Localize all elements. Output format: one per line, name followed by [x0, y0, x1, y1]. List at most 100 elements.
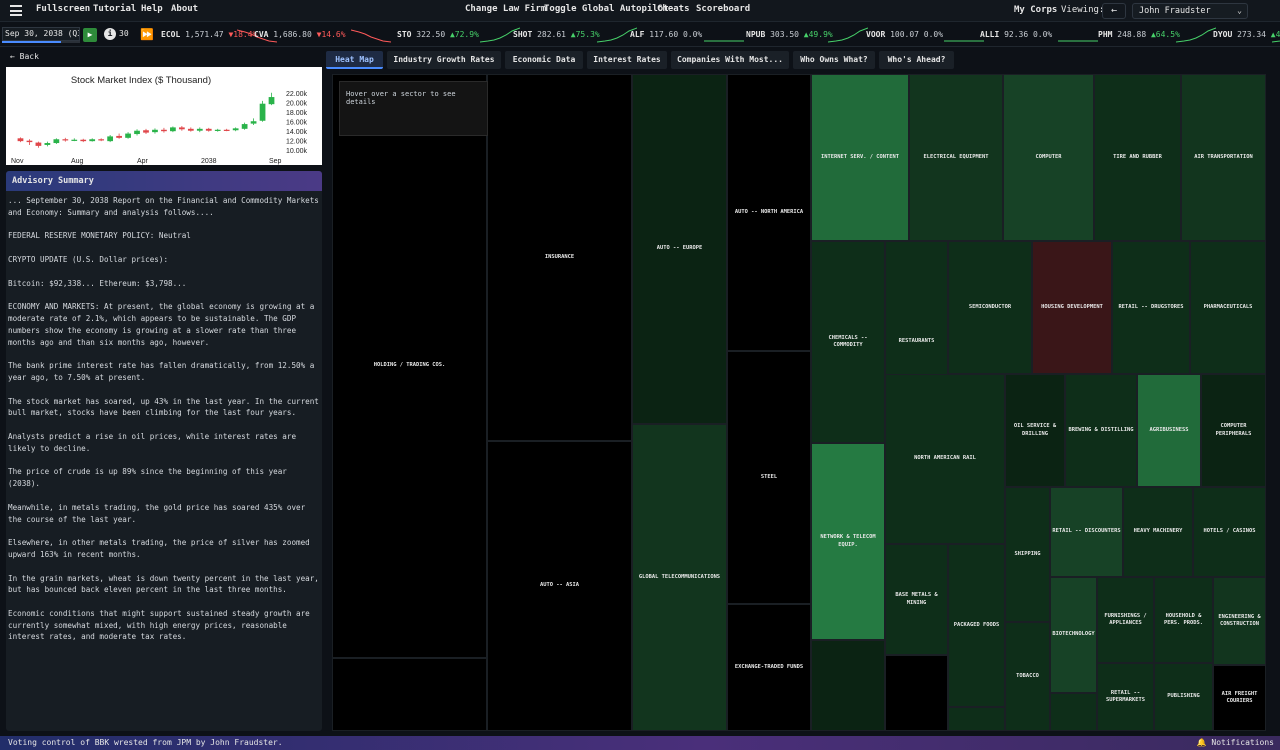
heatmap-sector[interactable]: TOBACCO: [1005, 622, 1050, 731]
ticker-change: ▲49.9%: [803, 30, 833, 39]
ticker-sparkline: [944, 40, 984, 42]
menu-about[interactable]: About: [171, 4, 199, 14]
heatmap-sector[interactable]: COMPUTER PERIPHERALS: [1201, 374, 1266, 487]
back-button[interactable]: ← Back: [10, 52, 39, 61]
my-corps-button[interactable]: My Corps: [1014, 5, 1058, 15]
menu-fullscreen[interactable]: Fullscreen: [36, 4, 91, 14]
heatmap-sector[interactable]: AUTO -- ASIA: [487, 441, 632, 731]
tab-who-owns-what[interactable]: Who Owns What?: [793, 51, 875, 69]
heatmap-sector[interactable]: NORTH AMERICAN RAIL: [885, 374, 1005, 544]
ticker-price: 303.50: [765, 30, 804, 39]
candle-body: [17, 138, 24, 142]
heatmap-sector[interactable]: SEMICONDUCTOR: [948, 241, 1032, 374]
heatmap-sector[interactable]: RETAIL -- DISCOUNTERS: [1050, 487, 1123, 577]
heatmap-sector[interactable]: [1050, 693, 1097, 731]
heatmap-sector[interactable]: HEAVY MACHINERY: [1123, 487, 1193, 577]
heatmap-sector[interactable]: CHEMICALS -- COMMODITY: [811, 241, 885, 443]
sector-label: OIL SERVICE & DRILLING: [1013, 423, 1057, 437]
menu-toggle-autopilot[interactable]: Toggle Global Autopilot: [544, 4, 669, 14]
heatmap-sector[interactable]: PACKAGED FOODS: [948, 544, 1005, 707]
candle-body: [161, 129, 167, 132]
sector-label: ELECTRICAL EQUIPMENT: [923, 153, 989, 160]
ticker-item[interactable]: SHOT 282.61 ▲75.3%: [513, 30, 600, 39]
heatmap-sector[interactable]: STEEL: [727, 351, 811, 604]
sector-label: HOUSEHOLD & PERS. PRODS.: [1164, 612, 1203, 627]
heatmap-sector[interactable]: [811, 640, 885, 731]
tab-industry-growth-rates[interactable]: Industry Growth Rates: [387, 51, 501, 69]
tab-interest-rates[interactable]: Interest Rates: [587, 51, 667, 69]
menu-help[interactable]: Help: [141, 4, 163, 14]
heatmap-sector[interactable]: FURNISHINGS / APPLIANCES: [1097, 577, 1154, 663]
heatmap-sector[interactable]: AGRIBUSINESS: [1137, 374, 1201, 487]
ticker-item[interactable]: NPUB 303.50 ▲49.9%: [746, 30, 833, 39]
heatmap-sector[interactable]: [948, 707, 1005, 731]
heatmap-sector[interactable]: BASE METALS & MINING: [885, 544, 948, 655]
candle-body: [214, 129, 221, 131]
menu-tutorial[interactable]: Tutorial: [93, 4, 137, 14]
sector-label: NETWORK & TELECOM EQUIP.: [820, 534, 876, 548]
menu-change-law-firm[interactable]: Change Law Firm: [465, 4, 547, 14]
heatmap-sector[interactable]: ENGINEERING & CONSTRUCTION: [1213, 577, 1266, 665]
sector-label: COMPUTER PERIPHERALS: [1215, 423, 1252, 437]
candle-body: [241, 124, 248, 129]
heatmap-sector[interactable]: INSURANCE: [487, 74, 632, 441]
heatmap-sector[interactable]: [885, 655, 948, 731]
heatmap-sector[interactable]: AIR TRANSPORTATION: [1181, 74, 1266, 241]
ticker-symbol: ALLI: [980, 30, 1000, 39]
menu-cheats[interactable]: Cheats: [657, 4, 690, 14]
ticker-item[interactable]: VOOR 100.07 0.0%: [866, 30, 943, 39]
heatmap-sector[interactable]: OIL SERVICE & DRILLING: [1005, 374, 1065, 487]
heatmap-sector[interactable]: AUTO -- NORTH AMERICA: [727, 74, 811, 351]
ticker-sparkline: [237, 29, 277, 43]
ticker-item[interactable]: PHM 248.88 ▲64.5%: [1098, 30, 1180, 39]
speed-icon[interactable]: i: [104, 28, 116, 40]
advisory-summary-panel: Advisory Summary ... September 30, 2038 …: [6, 171, 322, 731]
menu-scoreboard[interactable]: Scoreboard: [696, 4, 751, 14]
ticker-item[interactable]: CVA 1,686.80 ▼14.6%: [254, 30, 346, 39]
heatmap-sector[interactable]: HOUSEHOLD & PERS. PRODS.: [1154, 577, 1213, 663]
heatmap-sector[interactable]: ELECTRICAL EQUIPMENT: [909, 74, 1003, 241]
heatmap-sector[interactable]: AUTO -- EUROPE: [632, 74, 727, 424]
heatmap-sector[interactable]: HOUSING DEVELOPMENT: [1032, 241, 1112, 374]
ticker-item[interactable]: STO 322.50 ▲72.9%: [397, 30, 479, 39]
advisory-paragraph: Analysts predict a rise in oil prices, w…: [8, 431, 297, 453]
sector-label: HOTELS / CASINOS: [1203, 528, 1256, 535]
tab-companies-with-most[interactable]: Companies With Most...: [671, 51, 789, 69]
heatmap-sector[interactable]: PUBLISHING: [1154, 663, 1213, 731]
heatmap-sector[interactable]: RETAIL -- SUPERMARKETS: [1097, 663, 1154, 731]
speed-value: 30: [119, 29, 129, 38]
heatmap-sector[interactable]: INTERNET SERV. / CONTENT: [811, 74, 909, 241]
ticker-sparkline: [1058, 40, 1098, 42]
ticker-item[interactable]: ECOL 1,571.47 ▼18.4%: [161, 30, 257, 39]
fast-forward-button[interactable]: ⏩: [140, 28, 154, 41]
heatmap-sector[interactable]: GLOBAL TELECOMMUNICATIONS: [632, 424, 727, 731]
ticker-price: 273.34: [1232, 30, 1271, 39]
ticker-item[interactable]: DYOU 273.34 ▲4: [1213, 30, 1280, 39]
back-arrow-icon[interactable]: ←: [1102, 3, 1126, 19]
heatmap-sector[interactable]: SHIPPING: [1005, 487, 1050, 622]
play-button[interactable]: ▶: [83, 28, 97, 42]
heatmap-sector[interactable]: NETWORK & TELECOM EQUIP.: [811, 443, 885, 640]
ticker-item[interactable]: ALF 117.60 0.0%: [630, 30, 702, 39]
viewing-select[interactable]: John Fraudster ⌄: [1132, 3, 1248, 19]
heatmap-sector[interactable]: TIRE AND RUBBER: [1094, 74, 1181, 241]
heatmap-sector[interactable]: RETAIL -- DRUGSTORES: [1112, 241, 1190, 374]
y-tick-label: 12.00k: [286, 139, 308, 146]
heatmap-sector[interactable]: HOLDING / TRADING COS.: [332, 74, 487, 658]
heatmap-sector[interactable]: [332, 658, 487, 731]
heatmap-sector[interactable]: BREWING & DISTILLING: [1065, 374, 1137, 487]
tab-economic-data[interactable]: Economic Data: [505, 51, 583, 69]
heatmap-sector[interactable]: BIOTECHNOLOGY: [1050, 577, 1097, 693]
ticker-item[interactable]: ALLI 92.36 0.0%: [980, 30, 1052, 39]
hamburger-menu-icon[interactable]: [10, 5, 22, 16]
notifications-button[interactable]: 🔔 Notifications: [1196, 738, 1274, 747]
heatmap-sector[interactable]: PHARMACEUTICALS: [1190, 241, 1266, 374]
tab-whos-ahead[interactable]: Who's Ahead?: [879, 51, 954, 69]
ticker-price: 1,686.80: [268, 30, 317, 39]
heatmap-sector[interactable]: EXCHANGE-TRADED FUNDS: [727, 604, 811, 731]
heatmap-sector[interactable]: HOTELS / CASINOS: [1193, 487, 1266, 577]
x-tick-label: 2038: [201, 158, 217, 165]
heatmap-sector[interactable]: COMPUTER: [1003, 74, 1094, 241]
heatmap-sector[interactable]: AIR FREIGHT COURIERS: [1213, 665, 1266, 731]
tab-heat-map[interactable]: Heat Map: [326, 51, 383, 69]
